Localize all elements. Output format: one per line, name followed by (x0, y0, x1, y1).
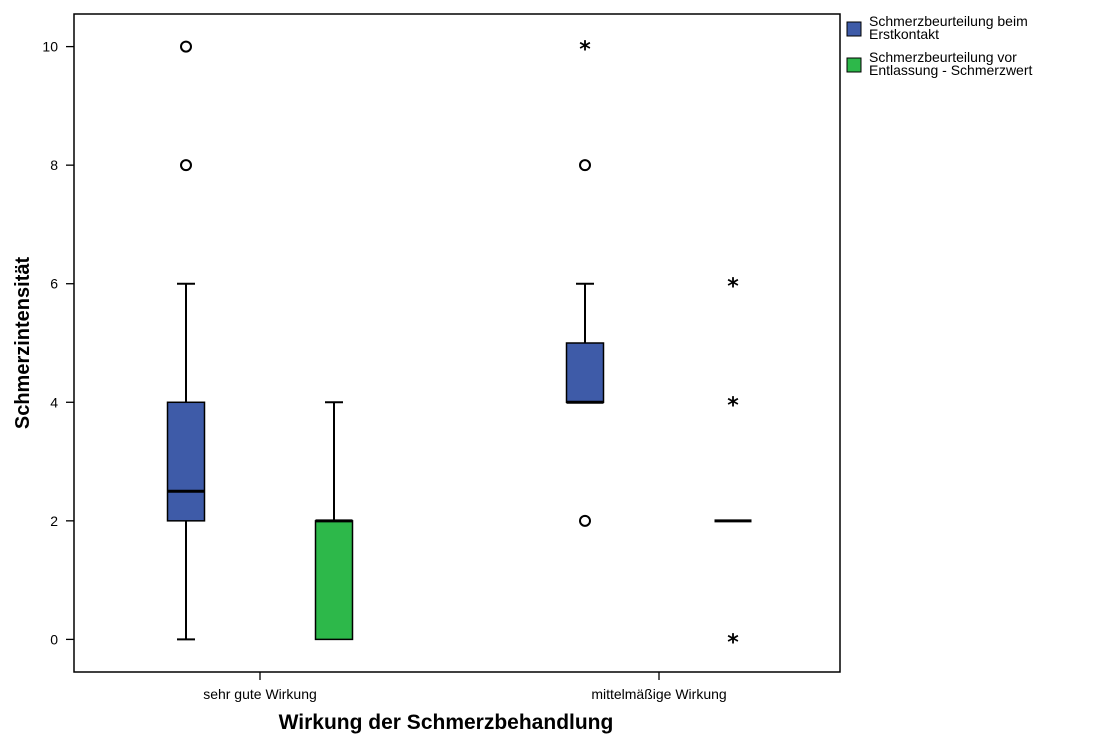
boxplot-box-group (314, 401, 354, 641)
y-tick-label: 2 (50, 513, 58, 529)
extreme-point: * (727, 393, 739, 418)
box-iqr (314, 520, 354, 641)
legend-label: Entlassung - Schmerzwert (869, 62, 1033, 78)
legend-swatch (846, 57, 862, 73)
boxplot-box-group: * * * (714, 275, 752, 655)
legend-swatch (846, 21, 862, 37)
outlier-point (180, 40, 192, 53)
boxplot-box-group: * (565, 38, 605, 527)
boxplot-box-group (166, 40, 206, 641)
legend-label: Schmerzbeurteilung beim (869, 13, 1028, 29)
outlier-point (579, 514, 591, 527)
plot-frame (73, 13, 841, 673)
outlier-point (180, 159, 192, 172)
y-axis: 0 2 4 6 8 10 (42, 39, 74, 647)
y-axis-title: Schmerzintensität (12, 257, 34, 430)
extreme-point: * (727, 630, 739, 655)
box-iqr (166, 401, 206, 522)
outlier-point (579, 159, 591, 172)
y-tick-label: 6 (50, 276, 58, 292)
x-axis: sehr gute Wirkung mittelmäßige Wirkung (203, 672, 727, 702)
y-tick-label: 8 (50, 157, 58, 173)
x-tick-label: sehr gute Wirkung (203, 686, 317, 702)
x-axis-title: Wirkung der Schmerzbehandlung (279, 711, 614, 734)
extreme-point: * (727, 275, 739, 300)
extreme-point: * (579, 38, 591, 63)
x-tick-label: mittelmäßige Wirkung (591, 686, 726, 702)
legend-label: Erstkontakt (869, 26, 939, 42)
y-tick-label: 10 (42, 39, 58, 55)
y-tick-label: 0 (50, 631, 58, 647)
box-iqr (565, 342, 605, 404)
legend-label: Schmerzbeurteilung vor (869, 49, 1017, 65)
boxplot-marks: * * * * (166, 38, 752, 655)
y-tick-label: 4 (50, 394, 58, 410)
